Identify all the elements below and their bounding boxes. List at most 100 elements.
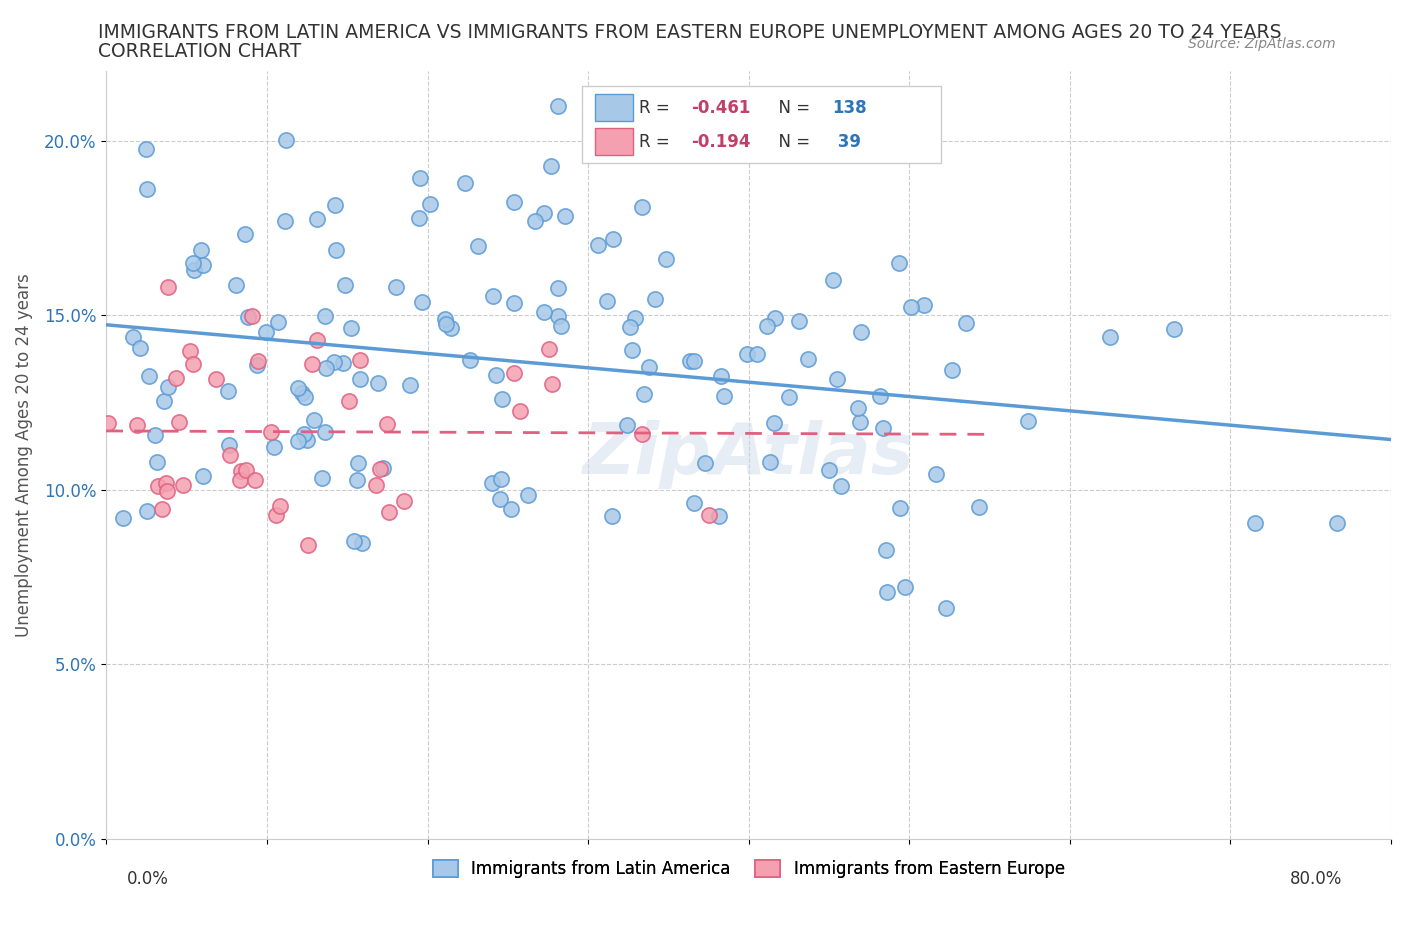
Immigrants from Latin America: [311, 471, 333, 485]
Immigrants from Latin America: [516, 487, 538, 502]
Immigrants from Latin America: [935, 601, 957, 616]
FancyBboxPatch shape: [595, 128, 633, 155]
Immigrants from Eastern Europe: [235, 462, 257, 477]
Immigrants from Latin America: [225, 278, 247, 293]
Immigrants from Latin America: [533, 305, 555, 320]
Immigrants from Eastern Europe: [392, 494, 415, 509]
Immigrants from Latin America: [408, 210, 430, 225]
Immigrants from Latin America: [955, 315, 977, 330]
Immigrants from Latin America: [540, 158, 562, 173]
Immigrants from Latin America: [323, 197, 346, 212]
Text: 80.0%: 80.0%: [1291, 870, 1343, 888]
Immigrants from Latin America: [894, 579, 917, 594]
Immigrants from Latin America: [825, 371, 848, 386]
Immigrants from Eastern Europe: [229, 463, 252, 478]
Immigrants from Eastern Europe: [240, 309, 263, 324]
Immigrants from Latin America: [602, 232, 624, 246]
Legend: Immigrants from Latin America, Immigrants from Eastern Europe: Immigrants from Latin America, Immigrant…: [426, 853, 1071, 884]
Text: -0.461: -0.461: [690, 99, 751, 116]
Immigrants from Latin America: [872, 421, 894, 436]
Immigrants from Latin America: [778, 390, 800, 405]
Immigrants from Latin America: [314, 309, 336, 324]
Immigrants from Latin America: [759, 454, 782, 469]
Immigrants from Latin America: [638, 359, 661, 374]
Immigrants from Latin America: [346, 472, 368, 487]
Immigrants from Latin America: [682, 353, 704, 368]
Immigrants from Latin America: [869, 389, 891, 404]
Immigrants from Latin America: [547, 281, 569, 296]
Text: CORRELATION CHART: CORRELATION CHART: [98, 42, 302, 60]
Immigrants from Latin America: [633, 386, 655, 401]
Immigrants from Latin America: [849, 325, 872, 339]
Immigrants from Latin America: [111, 511, 134, 525]
Immigrants from Latin America: [153, 393, 176, 408]
Immigrants from Latin America: [287, 434, 309, 449]
Immigrants from Eastern Europe: [157, 280, 180, 295]
Immigrants from Latin America: [274, 213, 297, 228]
Immigrants from Latin America: [409, 171, 432, 186]
FancyBboxPatch shape: [582, 86, 942, 163]
Immigrants from Eastern Europe: [156, 484, 179, 498]
Immigrants from Latin America: [236, 310, 259, 325]
Immigrants from Latin America: [367, 376, 389, 391]
Immigrants from Latin America: [217, 383, 239, 398]
Immigrants from Latin America: [314, 425, 336, 440]
Immigrants from Latin America: [1244, 515, 1267, 530]
Immigrants from Latin America: [875, 543, 897, 558]
Immigrants from Latin America: [616, 418, 638, 432]
Immigrants from Latin America: [333, 278, 356, 293]
Immigrants from Eastern Europe: [229, 472, 252, 487]
Immigrants from Latin America: [678, 353, 700, 368]
Immigrants from Latin America: [233, 227, 256, 242]
Immigrants from Eastern Europe: [368, 462, 391, 477]
Text: IMMIGRANTS FROM LATIN AMERICA VS IMMIGRANTS FROM EASTERN EUROPE UNEMPLOYMENT AMO: IMMIGRANTS FROM LATIN AMERICA VS IMMIGRA…: [98, 23, 1282, 42]
Immigrants from Latin America: [848, 401, 870, 416]
Text: R =: R =: [640, 133, 675, 152]
Immigrants from Latin America: [491, 392, 513, 406]
Immigrants from Eastern Europe: [148, 479, 170, 494]
Immigrants from Latin America: [346, 456, 368, 471]
Text: ZipAtlas: ZipAtlas: [583, 420, 914, 489]
Immigrants from Latin America: [340, 321, 363, 336]
Immigrants from Latin America: [489, 491, 512, 506]
Immigrants from Eastern Europe: [503, 365, 526, 380]
Immigrants from Latin America: [307, 211, 329, 226]
Immigrants from Latin America: [295, 432, 318, 447]
Immigrants from Eastern Europe: [301, 356, 323, 371]
Immigrants from Latin America: [707, 509, 730, 524]
Immigrants from Latin America: [135, 504, 157, 519]
Immigrants from Latin America: [1326, 515, 1348, 530]
Immigrants from Latin America: [349, 371, 371, 386]
Immigrants from Latin America: [830, 479, 852, 494]
Immigrants from Latin America: [756, 318, 779, 333]
Immigrants from Eastern Europe: [243, 472, 266, 487]
Immigrants from Eastern Europe: [96, 416, 118, 431]
Text: 0.0%: 0.0%: [127, 870, 169, 888]
Immigrants from Latin America: [136, 181, 159, 196]
Immigrants from Latin America: [596, 293, 619, 308]
Immigrants from Eastern Europe: [269, 498, 291, 513]
Immigrants from Latin America: [157, 379, 180, 394]
Text: 39: 39: [832, 133, 860, 152]
Immigrants from Latin America: [323, 355, 346, 370]
Immigrants from Eastern Europe: [377, 417, 399, 432]
Immigrants from Latin America: [619, 319, 641, 334]
Immigrants from Latin America: [762, 416, 785, 431]
Immigrants from Latin America: [533, 206, 555, 220]
Immigrants from Latin America: [183, 262, 205, 277]
Immigrants from Latin America: [745, 347, 768, 362]
Immigrants from Latin America: [787, 313, 810, 328]
Immigrants from Latin America: [467, 238, 489, 253]
Immigrants from Latin America: [797, 352, 820, 366]
Immigrants from Eastern Europe: [150, 501, 173, 516]
Immigrants from Latin America: [489, 472, 512, 486]
Immigrants from Latin America: [735, 346, 758, 361]
Immigrants from Latin America: [1017, 414, 1039, 429]
Immigrants from Latin America: [291, 386, 314, 401]
Immigrants from Latin America: [458, 352, 481, 367]
Immigrants from Latin America: [818, 462, 841, 477]
Immigrants from Latin America: [501, 502, 523, 517]
Immigrants from Latin America: [294, 390, 316, 405]
Immigrants from Latin America: [481, 476, 503, 491]
Immigrants from Latin America: [655, 251, 678, 266]
